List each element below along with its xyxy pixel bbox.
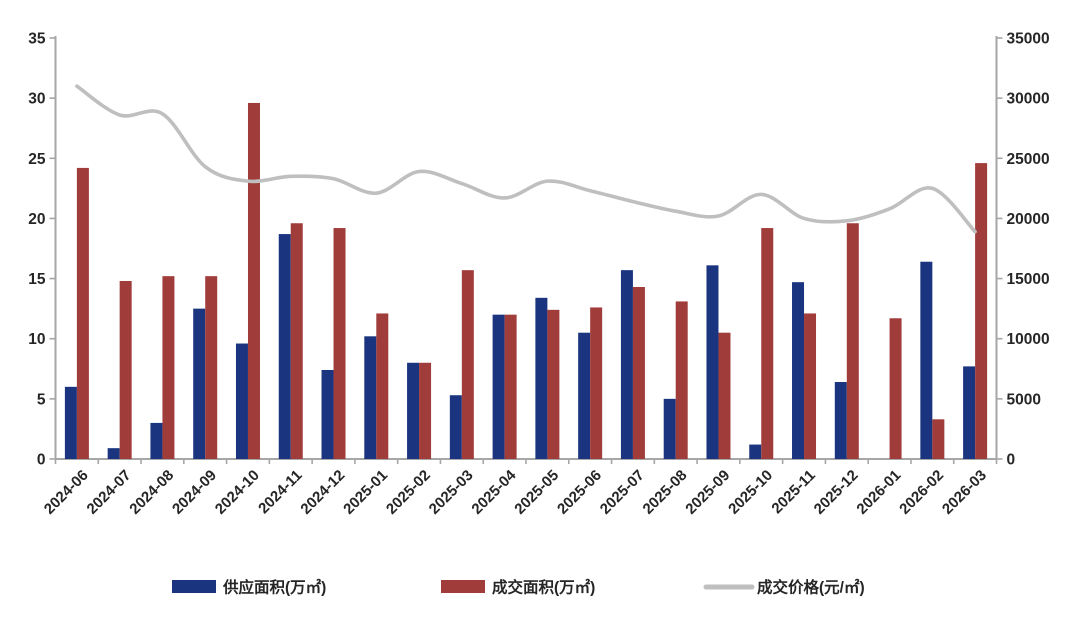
legend-item-transaction-area: 成交面积(万㎡) xyxy=(441,578,595,597)
x-category-label: 2024-09 xyxy=(169,467,220,518)
x-category-label: 2025-11 xyxy=(768,467,818,517)
x-category-label: 2024-08 xyxy=(126,467,177,518)
transaction-area-bar xyxy=(932,419,945,459)
legend-item-supply-area: 供应面积(万㎡) xyxy=(172,578,326,597)
transaction-area-bar xyxy=(804,313,817,459)
supply-area-bar xyxy=(963,366,976,459)
transaction-area-bar xyxy=(504,314,517,459)
x-category-label: 2024-06 xyxy=(41,467,92,518)
right-axis-tick-label: 15000 xyxy=(1007,271,1050,288)
transaction-area-bar xyxy=(632,286,645,459)
left-axis-tick-label: 5 xyxy=(37,391,46,408)
x-category-label: 2025-04 xyxy=(468,466,519,517)
transaction-price-line xyxy=(75,84,977,234)
transaction-area-bar xyxy=(376,313,389,459)
left-axis-tick-label: 25 xyxy=(28,151,46,168)
transaction-area-bar xyxy=(718,332,731,459)
supply-area-bar xyxy=(321,369,334,459)
x-category-label: 2026-02 xyxy=(896,467,947,518)
supply-area-bar-series xyxy=(64,234,976,459)
supply-area-legend-label: 供应面积(万㎡) xyxy=(222,578,326,597)
right-axis-tick-label: 20000 xyxy=(1007,211,1050,228)
transaction-area-legend-label: 成交面积(万㎡) xyxy=(492,578,595,597)
x-category-label: 2024-10 xyxy=(212,467,263,518)
supply-area-bar xyxy=(64,386,77,459)
transaction-area-bar xyxy=(162,276,175,459)
transaction-area-bar xyxy=(461,270,474,459)
x-category-label: 2025-10 xyxy=(725,467,776,518)
transaction-area-bar xyxy=(590,307,603,459)
transaction-area-bar xyxy=(119,280,132,459)
supply-area-legend-swatch xyxy=(172,580,216,593)
x-category-label: 2025-06 xyxy=(554,467,605,518)
x-category-label: 2025-01 xyxy=(340,467,391,518)
x-category-label: 2026-03 xyxy=(939,467,990,518)
supply-area-bar xyxy=(834,382,847,459)
transaction-area-legend-swatch xyxy=(441,580,485,593)
transaction-area-bar xyxy=(761,228,774,459)
x-category-label: 2025-12 xyxy=(811,467,862,518)
right-axis-tick-label: 30000 xyxy=(1007,91,1050,108)
supply-area-bar xyxy=(235,343,248,459)
supply-area-bar xyxy=(150,422,163,459)
left-axis-tick-label: 20 xyxy=(28,211,45,228)
left-axis-tick-label: 15 xyxy=(28,271,46,288)
supply-area-bar xyxy=(749,444,762,459)
left-axis-tick-label: 30 xyxy=(28,91,45,108)
transaction-area-bar xyxy=(205,276,218,459)
supply-area-bar xyxy=(492,314,505,459)
legend: 供应面积(万㎡) 成交面积(万㎡) 成交价格(元/㎡) xyxy=(172,578,865,597)
x-category-label: 2024-07 xyxy=(84,467,135,518)
transaction-area-bar xyxy=(290,223,303,459)
supply-area-bar xyxy=(706,265,719,459)
supply-area-bar xyxy=(407,362,420,459)
supply-area-bar xyxy=(535,297,548,459)
right-axis-tick-label: 25000 xyxy=(1007,151,1050,168)
supply-area-bar xyxy=(278,234,291,459)
supply-area-bar xyxy=(364,336,377,459)
supply-area-bar xyxy=(920,261,933,459)
right-axis-tick-label: 35000 xyxy=(1007,31,1050,48)
transaction-area-bar-series xyxy=(76,102,988,459)
transaction-area-bar xyxy=(889,318,902,459)
x-category-label: 2025-02 xyxy=(383,467,434,518)
transaction-area-bar xyxy=(247,102,260,459)
transaction-area-bar xyxy=(547,309,560,459)
transaction-area-bar xyxy=(419,362,432,459)
transaction-area-bar xyxy=(846,223,859,459)
right-axis-tick-label: 10000 xyxy=(1007,331,1050,348)
right-axis-tick-label: 5000 xyxy=(1007,391,1041,408)
left-axis-tick-label: 0 xyxy=(37,452,46,469)
x-category-label: 2024-12 xyxy=(297,467,348,518)
x-category-label: 2024-11 xyxy=(255,467,305,517)
transaction-area-bar xyxy=(333,228,346,459)
transaction-price-legend-label: 成交价格(元/㎡) xyxy=(757,578,865,597)
supply-area-bar xyxy=(620,270,633,459)
x-category-label: 2025-09 xyxy=(682,467,733,518)
x-category-label: 2025-05 xyxy=(511,467,562,518)
supply-area-bar xyxy=(107,448,120,459)
left-axis-tick-label: 35 xyxy=(28,31,46,48)
transaction-area-bar xyxy=(975,163,988,459)
supply-area-bar xyxy=(449,395,462,459)
right-axis-tick-label: 0 xyxy=(1007,452,1016,469)
x-category-label: 2025-03 xyxy=(426,467,477,518)
x-category-label: 2025-07 xyxy=(597,467,648,518)
left-axis-tick-label: 10 xyxy=(28,331,45,348)
supply-area-bar xyxy=(792,282,805,459)
x-category-label: 2025-08 xyxy=(640,467,691,518)
supply-area-bar xyxy=(663,398,676,459)
supply-area-bar xyxy=(578,332,591,459)
transaction-area-bar xyxy=(76,167,89,459)
x-category-label: 2026-01 xyxy=(853,467,904,518)
transaction-area-bar xyxy=(675,301,688,459)
supply-area-bar xyxy=(193,308,206,459)
legend-item-transaction-price: 成交价格(元/㎡) xyxy=(703,578,865,597)
